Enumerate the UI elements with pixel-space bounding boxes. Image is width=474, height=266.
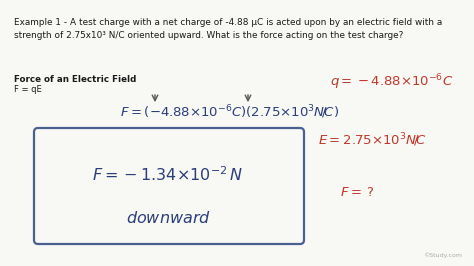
Text: F = qE: F = qE [14,85,42,94]
Text: $\mathit{downward}$: $\mathit{downward}$ [126,210,210,226]
Text: $\mathit{F=\,?}$: $\mathit{F=\,?}$ [340,185,374,198]
FancyBboxPatch shape [34,128,304,244]
Text: $\mathit{q=-4.88{\times}10^{-6}C}$: $\mathit{q=-4.88{\times}10^{-6}C}$ [330,72,453,92]
Text: $\mathit{F=-1.34{\times}10^{-2}\,N}$: $\mathit{F=-1.34{\times}10^{-2}\,N}$ [92,166,244,184]
Text: ©Study.com: ©Study.com [423,252,462,258]
Text: $\mathit{F=(-4.88{\times}10^{-6}C)(2.75{\times}10^{3}N\!/\!C)}$: $\mathit{F=(-4.88{\times}10^{-6}C)(2.75{… [120,103,339,121]
Text: Example 1 - A test charge with a net charge of -4.88 μC is acted upon by an elec: Example 1 - A test charge with a net cha… [14,18,442,39]
Text: Force of an Electric Field: Force of an Electric Field [14,75,137,84]
Text: $\mathit{E=2.75{\times}10^{3}N\!/\!C}$: $\mathit{E=2.75{\times}10^{3}N\!/\!C}$ [318,131,427,149]
